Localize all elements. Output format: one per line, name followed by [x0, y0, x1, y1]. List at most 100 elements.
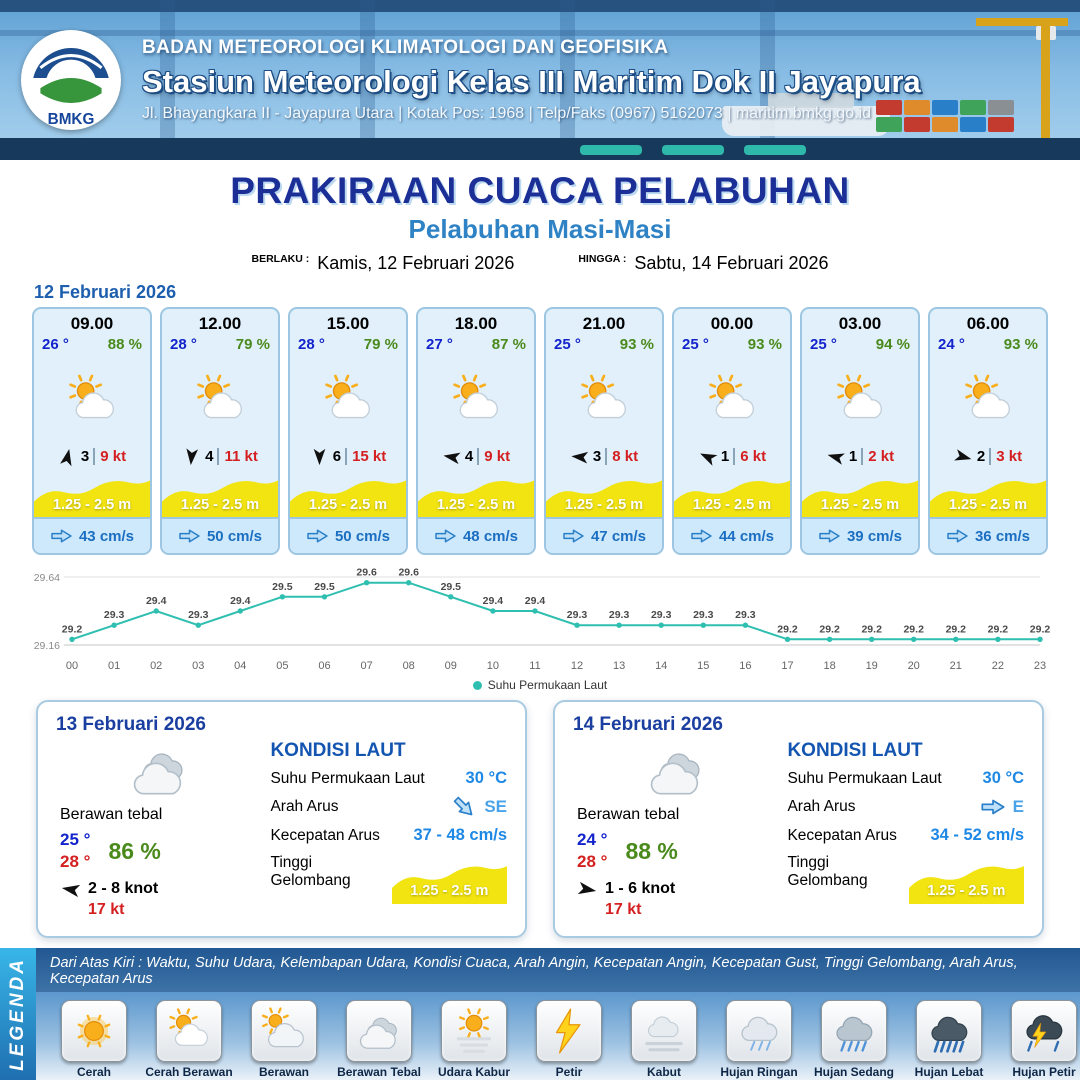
- svg-text:07: 07: [360, 660, 372, 672]
- svg-text:11: 11: [529, 660, 540, 672]
- current-speed-label: Kecepatan Arus: [787, 826, 897, 844]
- wind-speed-value: 3: [592, 448, 602, 465]
- svg-text:29.3: 29.3: [567, 609, 588, 621]
- svg-text:14: 14: [655, 660, 667, 672]
- condition-text: Berawan tebal: [577, 806, 680, 823]
- legend-item: Udara Kabur: [428, 1000, 520, 1080]
- legend-item: Hujan Sedang: [808, 1000, 900, 1080]
- current-speed-value: 37 - 48 cm/s: [413, 826, 507, 844]
- forecast-time: 18.00: [454, 314, 498, 333]
- legend-item: Hujan Ringan: [713, 1000, 805, 1080]
- wind-range: 2 - 8 knot: [88, 880, 159, 898]
- container: [932, 117, 958, 132]
- current-speed-value: 48 cm/s: [462, 527, 519, 545]
- page-title: PRAKIRAAN CUACA PELABUHAN: [230, 170, 850, 211]
- legend-item-label: Kabut: [647, 1065, 681, 1079]
- wave-height-value: 1.25 - 2.5 m: [692, 497, 772, 513]
- day-weather-column: Berawan tebal 24 ° 28 ° 88 % 1 - 6 knot …: [573, 738, 775, 924]
- svg-text:09: 09: [445, 660, 457, 672]
- day-cards-row: 13 Februari 2026 Berawan tebal 25 ° 28 °…: [0, 692, 1080, 938]
- svg-text:13: 13: [613, 660, 625, 672]
- wind-gust-value: 2 kt: [861, 448, 894, 465]
- legend-weather-icon: [441, 1000, 507, 1062]
- temp-min: 24 °: [577, 830, 608, 849]
- station-name: Stasiun Meteorologi Kelas III Maritim Do…: [142, 64, 921, 99]
- weather-condition-icon: [546, 353, 662, 448]
- wave-height-band: 1.25 - 2.5 m: [290, 469, 406, 517]
- forecast-time: 21.00: [582, 314, 626, 333]
- current-direction-icon: [562, 528, 585, 544]
- valid-from: BERLAKU : Kamis, 12 Februari 2026: [251, 253, 514, 274]
- svg-text:03: 03: [192, 660, 204, 672]
- svg-text:23: 23: [1034, 660, 1046, 672]
- current-direction-icon: [818, 528, 841, 544]
- window-mullion: [560, 0, 575, 160]
- svg-text:04: 04: [234, 660, 246, 672]
- svg-text:29.2: 29.2: [946, 623, 967, 635]
- wind-speed-value: 3: [80, 448, 90, 465]
- legend-weather-icon: [726, 1000, 792, 1062]
- air-temperature: 25 °: [810, 336, 837, 353]
- wave-height-row: Tinggi Gelombang 1.25 - 2.5 m: [787, 854, 1024, 904]
- wave-shape-icon: [546, 480, 662, 517]
- svg-text:12: 12: [571, 660, 583, 672]
- temp-max: 28 °: [577, 852, 608, 872]
- wave-height-value: 1.25 - 2.5 m: [820, 497, 900, 513]
- wind-gust-value: 9 kt: [93, 448, 126, 465]
- sst-chart-section: 29.64 29.16 29.2 00 29.3 01 29.4 02 29.3 03 29.4 04…: [0, 555, 1080, 692]
- wind-row: 3 8 kt: [546, 448, 662, 469]
- svg-text:21: 21: [950, 660, 962, 672]
- wind-direction-icon: [696, 446, 719, 467]
- svg-text:29.4: 29.4: [230, 595, 251, 607]
- current-direction: SE: [451, 796, 507, 817]
- temp-range: 24 ° 28 °: [577, 829, 607, 873]
- day-date: 13 Februari 2026: [56, 714, 206, 735]
- forecast-card: 00.00 25 ° 93 % 1 6 kt 1.25 - 2.5 m 44 c…: [672, 307, 792, 555]
- current-speed-value: 50 cm/s: [334, 527, 391, 545]
- current-direction-label: Arah Arus: [787, 798, 856, 815]
- svg-text:29.2: 29.2: [988, 623, 1009, 635]
- forecast-cards-row: 09.00 26 ° 88 % 3 9 kt 1.25 - 2.5 m 43 c…: [0, 307, 1080, 555]
- current-direction-row: Arah Arus E: [787, 797, 1024, 817]
- legend-item: Hujan Petir: [998, 1000, 1080, 1080]
- humidity: 79 %: [235, 336, 270, 353]
- wind-speed-value: 1: [848, 448, 858, 465]
- svg-text:17: 17: [781, 660, 793, 672]
- bmkg-logo-icon: BMKG: [21, 30, 121, 130]
- wave-height-band: 1.25 - 2.5 m: [34, 469, 150, 517]
- container: [904, 100, 930, 115]
- sst-label: Suhu Permukaan Laut: [270, 769, 425, 787]
- wave-shape-icon: [162, 480, 278, 517]
- legend-weather-icon: [536, 1000, 602, 1062]
- current-band: 48 cm/s: [418, 517, 534, 553]
- current-band: 39 cm/s: [802, 517, 918, 553]
- wind-row: 2 - 8 knot: [60, 880, 158, 898]
- legend-weather-icon: [61, 1000, 127, 1062]
- wind-direction-icon: [952, 447, 974, 465]
- wave-height-value: 1.25 - 2.5 m: [564, 497, 644, 513]
- wind-row: 1 6 kt: [674, 448, 790, 469]
- svg-text:05: 05: [276, 660, 288, 672]
- svg-text:29.64: 29.64: [34, 572, 60, 584]
- valid-until-value: Sabtu, 14 Februari 2026: [634, 253, 829, 273]
- forecast-card: 12.00 28 ° 79 % 4 11 kt 1.25 - 2.5 m 50 …: [160, 307, 280, 555]
- crane-mast: [1041, 22, 1050, 138]
- wave-height-value: 1.25 - 2.5 m: [52, 497, 132, 513]
- day-weather-column: Berawan tebal 25 ° 28 ° 86 % 2 - 8 knot …: [56, 738, 258, 924]
- wind-speed-value: 6: [332, 448, 342, 465]
- container: [988, 117, 1014, 132]
- legend-item: Cerah: [48, 1000, 140, 1080]
- wind-direction-icon: [569, 449, 589, 465]
- wind-gust-value: 9 kt: [477, 448, 510, 465]
- humidity: 93 %: [747, 336, 782, 353]
- current-speed-value: 50 cm/s: [206, 527, 263, 545]
- temp-humidity-row: 25 ° 93 %: [546, 336, 662, 353]
- wind-direction-icon: [312, 447, 326, 466]
- wind-gust-value: 3 kt: [989, 448, 1022, 465]
- wave-shape-icon: [908, 866, 1024, 904]
- wave-shape-icon: [290, 480, 406, 517]
- legend-item: Petir: [523, 1000, 615, 1080]
- svg-text:29.3: 29.3: [188, 609, 209, 621]
- legend-item-label: Petir: [555, 1065, 583, 1079]
- wind-gust-value: 15 kt: [345, 448, 386, 465]
